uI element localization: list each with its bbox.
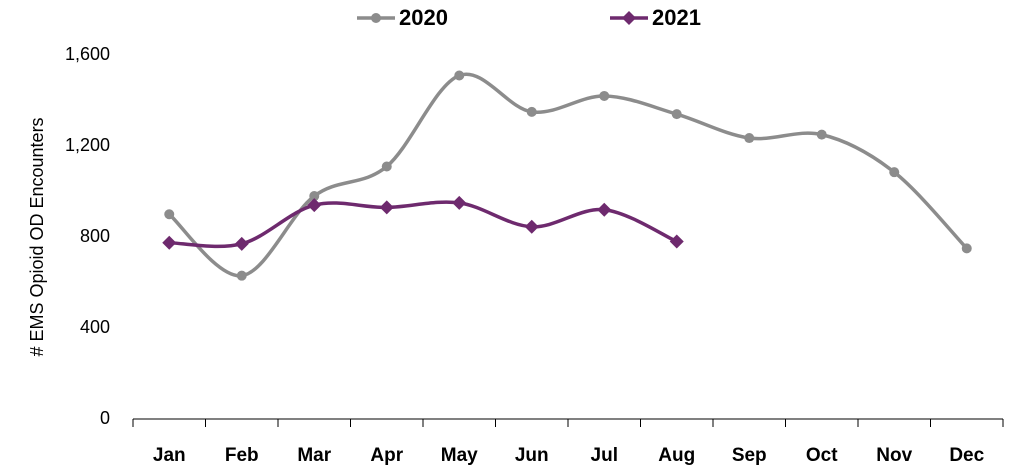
legend-marker <box>622 11 636 25</box>
y-tick-label: 1,600 <box>65 44 110 64</box>
data-point <box>597 202 612 217</box>
data-point <box>889 167 900 178</box>
data-point <box>309 191 320 202</box>
data-point <box>961 243 972 254</box>
data-point <box>526 106 537 117</box>
x-tick-label: Jan <box>153 445 186 466</box>
data-point <box>164 209 175 220</box>
series-line <box>168 72 969 278</box>
y-tick-label: 400 <box>80 317 110 337</box>
x-tick-label: May <box>441 445 478 466</box>
x-tick-label: Apr <box>370 445 403 466</box>
data-point <box>671 109 682 120</box>
data-point <box>379 200 394 215</box>
data-point <box>307 198 322 213</box>
data-point <box>816 129 827 140</box>
x-tick-label: Oct <box>806 445 838 466</box>
data-point <box>454 70 465 81</box>
y-tick-label: 800 <box>80 226 110 246</box>
x-tick-label: Mar <box>297 445 331 466</box>
data-point <box>162 235 177 250</box>
data-point <box>381 161 392 172</box>
y-tick-label: 1,200 <box>65 135 110 155</box>
data-point <box>744 133 755 144</box>
legend-label: 2021 <box>652 5 701 30</box>
data-point <box>452 195 467 210</box>
x-tick-label: Aug <box>658 445 695 466</box>
x-tick-label: Sep <box>732 445 767 466</box>
y-axis-label: # EMS Opioid OD Encounters <box>27 117 47 356</box>
x-tick-label: Dec <box>949 445 984 466</box>
data-point <box>524 219 539 234</box>
y-tick-label: 0 <box>100 408 110 428</box>
data-point <box>234 236 249 251</box>
x-tick-label: Feb <box>225 445 259 466</box>
data-point <box>236 270 247 281</box>
legend-marker <box>371 13 381 23</box>
x-tick-label: Jun <box>515 445 549 466</box>
x-tick-label: Jul <box>591 445 618 466</box>
legend-label: 2020 <box>399 5 448 30</box>
data-point <box>599 90 610 101</box>
x-tick-label: Nov <box>876 445 912 466</box>
data-point <box>669 234 684 249</box>
